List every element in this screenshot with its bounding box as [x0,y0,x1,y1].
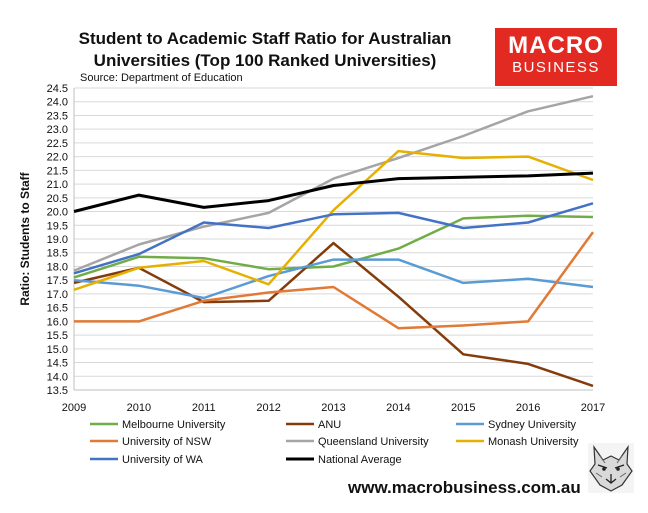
logo-line1: MACRO [508,32,604,59]
logo-line2: BUSINESS [512,59,600,76]
legend-label: Monash University [488,436,579,448]
y-tick-label: 14.5 [47,358,68,370]
legend-label: ANU [318,419,341,431]
y-tick-label: 17.5 [47,275,68,287]
series-line [73,258,594,300]
y-tick-label: 18.0 [47,261,68,273]
legend-label: Queensland University [318,436,429,448]
series-line [74,231,595,330]
y-tick-label: 22.0 [47,152,68,164]
y-tick-label: 19.5 [47,220,68,232]
y-tick-label: 16.0 [47,316,68,328]
legend-label: University of WA [122,454,204,466]
y-tick-label: 23.5 [47,110,68,122]
website-url[interactable]: www.macrobusiness.com.au [348,478,581,497]
y-tick-label: 24.0 [47,97,68,109]
x-tick-label: 2011 [192,402,216,414]
y-tick-label: 23.0 [47,124,68,136]
y-tick-label: 18.5 [47,248,68,260]
x-tick-label: 2014 [386,402,410,414]
series-line [73,171,594,213]
y-tick-label: 17.0 [47,289,68,301]
y-axis-label: Ratio: Students to Staff [18,171,32,305]
y-tick-label: 24.5 [47,83,68,95]
macrobusiness-logo: MACRO BUSINESS [495,28,617,86]
series-line [73,214,594,279]
x-tick-label: 2012 [256,402,280,414]
legend-label: Melbourne University [122,419,226,431]
y-tick-label: 16.5 [47,303,68,315]
series-line [73,241,594,388]
y-tick-label: 14.0 [47,371,68,383]
x-tick-label: 2009 [62,402,86,414]
y-tick-label: 21.5 [47,165,68,177]
y-tick-label: 15.0 [47,344,68,356]
series-line [73,94,594,272]
x-tick-label: 2015 [451,402,475,414]
y-tick-label: 13.5 [47,385,68,397]
source-note: Source: Department of Education [80,72,243,84]
x-tick-label: 2016 [516,402,540,414]
series-line [73,202,594,275]
x-tick-label: 2010 [127,402,151,414]
x-tick-label: 2017 [581,402,605,414]
chart-title-line1: Student to Academic Staff Ratio for Aust… [78,29,452,48]
legend-label: Sydney University [488,419,577,431]
legend-label: National Average [318,454,402,466]
wolf-mascot-icon [588,443,634,493]
y-tick-label: 20.0 [47,207,68,219]
y-tick-label: 21.0 [47,179,68,191]
y-tick-label: 15.5 [47,330,68,342]
x-tick-label: 2013 [321,402,345,414]
y-tick-label: 19.0 [47,234,68,246]
legend-label: University of NSW [122,436,212,448]
y-tick-label: 22.5 [47,138,68,150]
chart-title: Student to Academic Staff Ratio for Aust… [30,28,500,72]
series-line [73,149,594,291]
y-tick-label: 20.5 [47,193,68,205]
chart-title-line2: Universities (Top 100 Ranked Universitie… [93,51,437,70]
